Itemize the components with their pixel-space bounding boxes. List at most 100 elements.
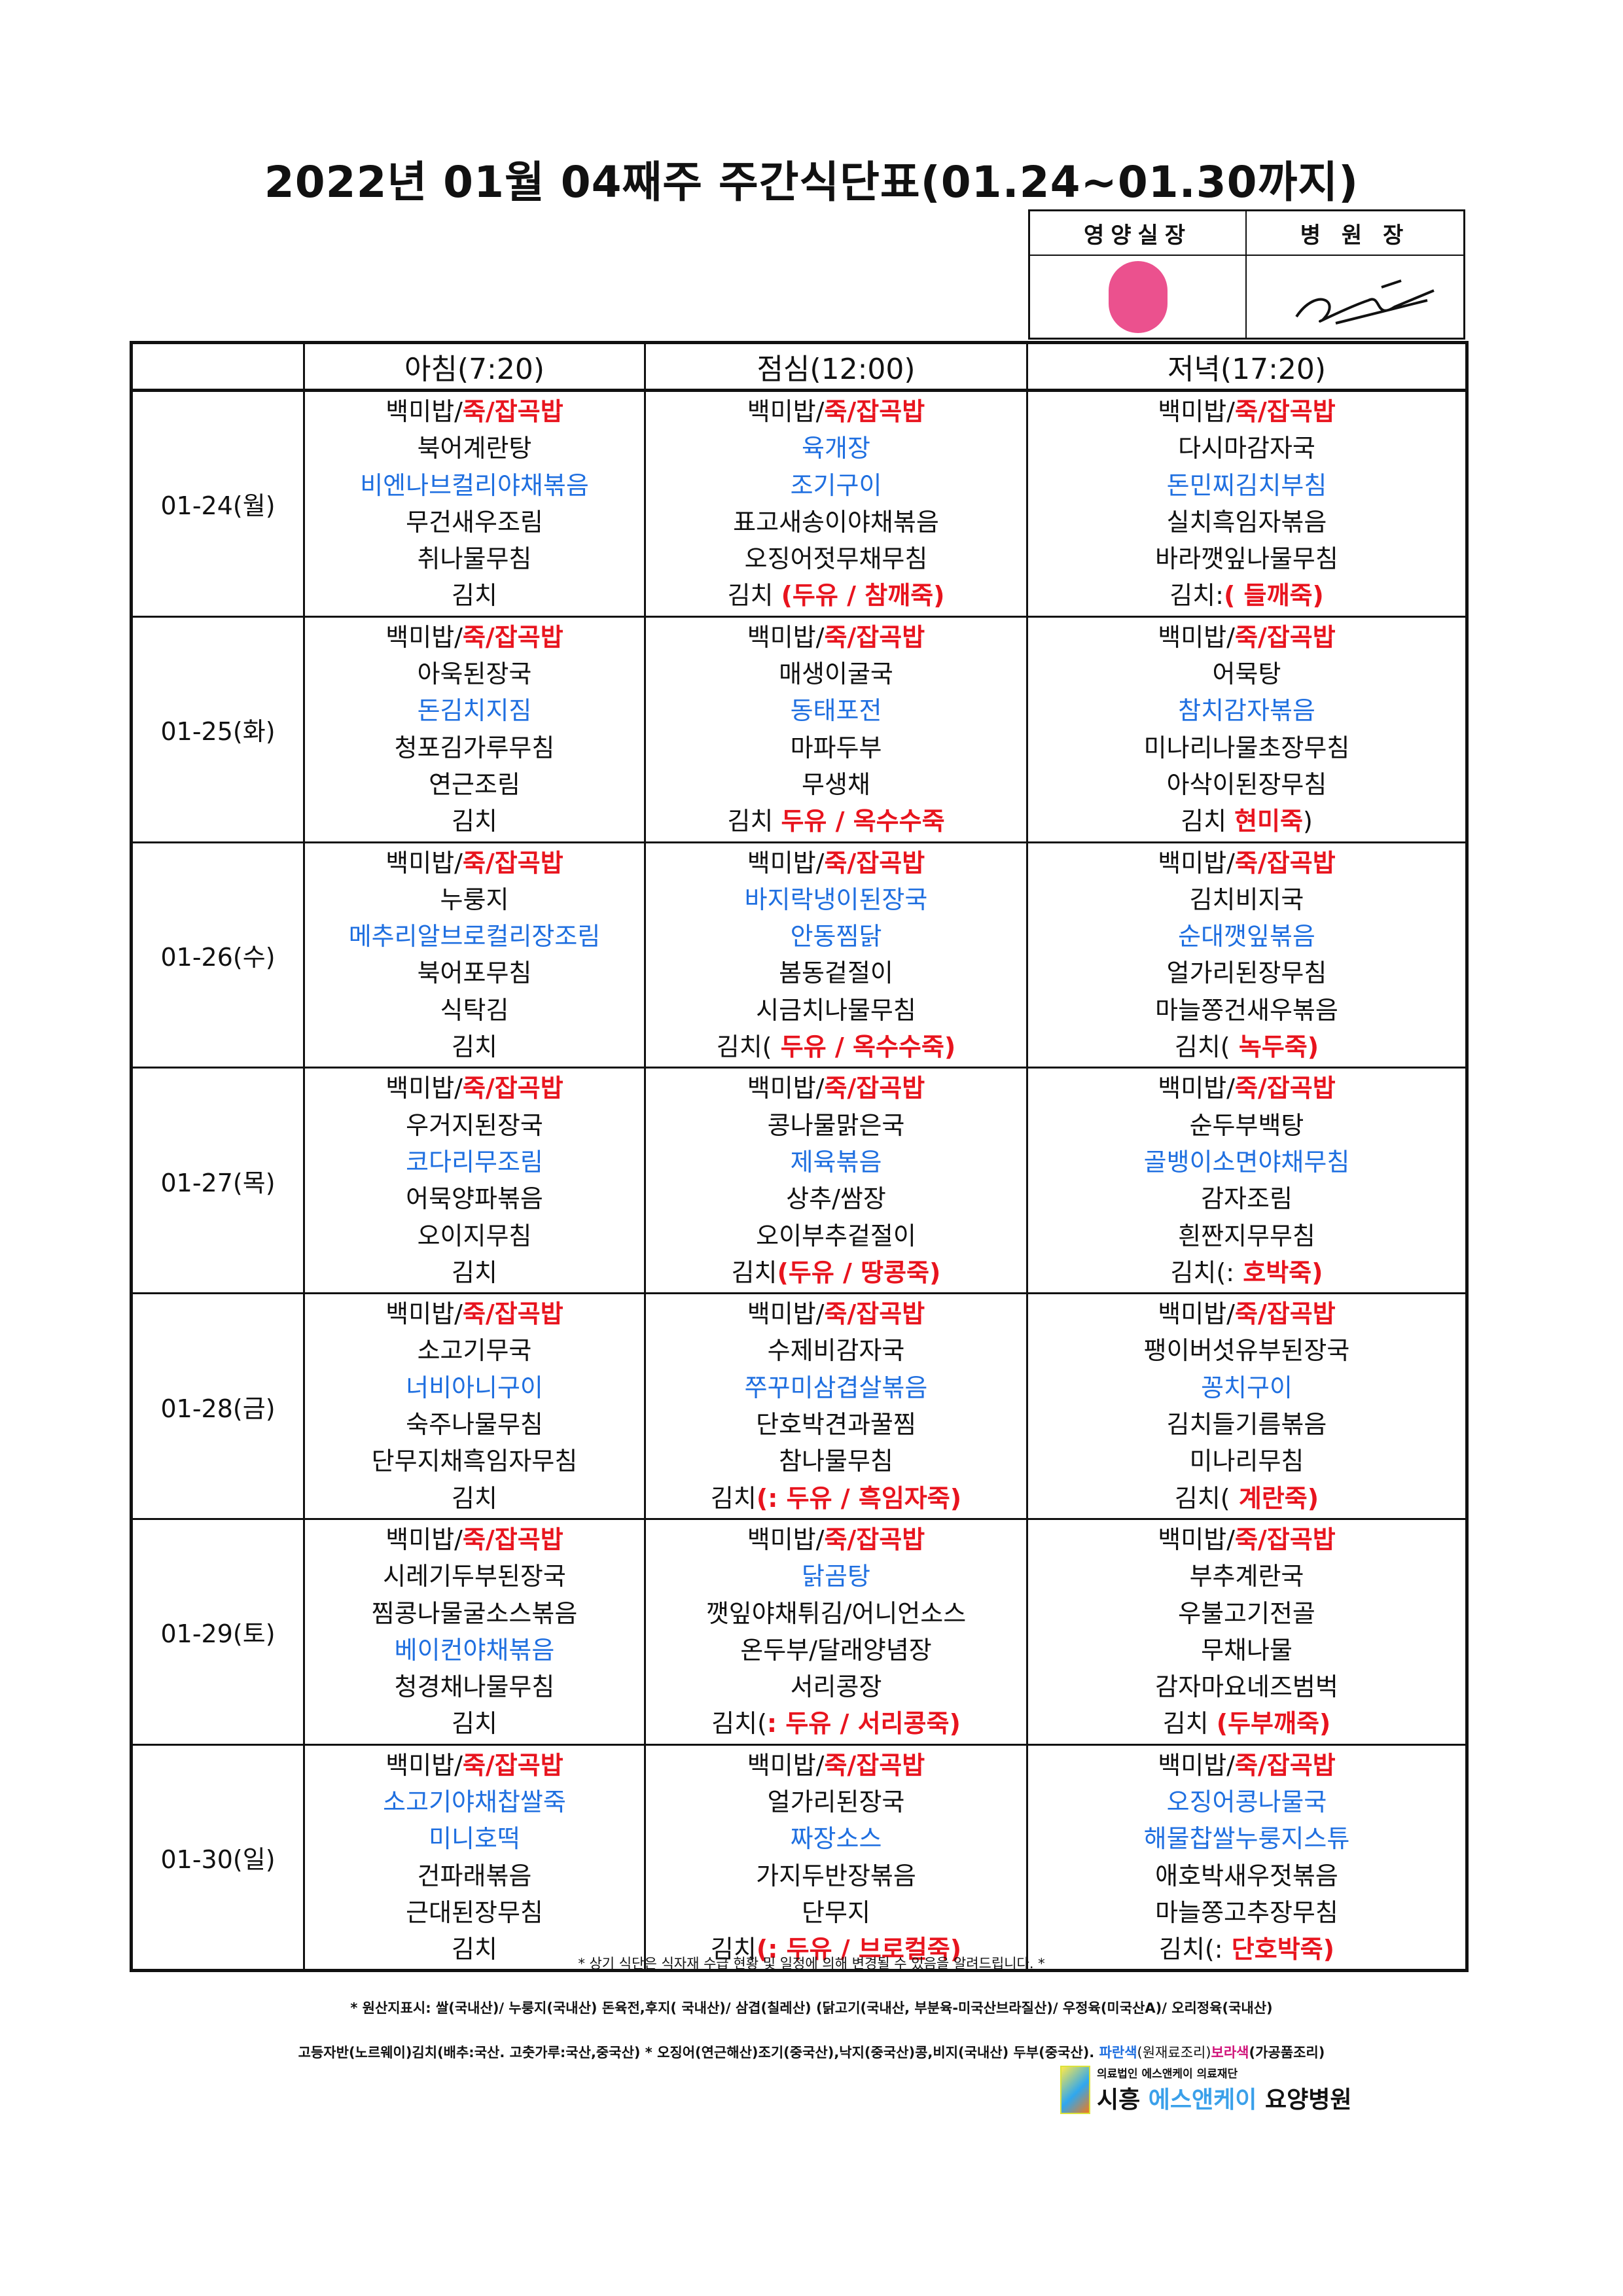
date-cell: 01-29(토) (130, 1517, 305, 1746)
day-row: 01-27(목) 백미밥/죽/잡곡밥 우거지된장국 코다리무조림 어묵양파볶음 오이지무침… (130, 1067, 1468, 1295)
menu-item: 얼가리된장국 (646, 1784, 1026, 1820)
menu-item-text: 연근조림 (429, 769, 520, 799)
signature (1294, 279, 1435, 325)
menu-item: 백미밥/죽/잡곡밥 (646, 393, 1026, 430)
menu-item: 아욱된장국 (305, 656, 644, 692)
menu-item: 마늘쫑고추장무침 (1028, 1894, 1465, 1931)
menu-item-text: 어묵양파볶음 (406, 1184, 543, 1214)
menu-item-text: 미나리무침 (1189, 1447, 1304, 1476)
menu-item-text: (두부깨죽) (1216, 1709, 1331, 1739)
menu-item-text: 백미밥/ (385, 622, 463, 652)
menu-item-text: 애호박새우젓볶음 (1155, 1861, 1338, 1890)
date-cell: 01-25(화) (130, 615, 305, 843)
menu-item-text: 백미밥/ (385, 848, 463, 877)
menu-item-text: 김치들기름볶음 (1166, 1410, 1327, 1439)
menu-item-text: 코다리무조림 (406, 1147, 543, 1176)
menu-item: 참치감자볶음 (1028, 692, 1465, 729)
menu-item-text: 김치 (710, 1483, 757, 1513)
menu-item-text: 꽁치구이 (1201, 1373, 1293, 1402)
menu-item: 백미밥/죽/잡곡밥 (1028, 1070, 1465, 1106)
day-row: 01-29(토) 백미밥/죽/잡곡밥 시레기두부된장국 찜콩나물굴소스볶음 베이컨야채볶… (130, 1517, 1468, 1746)
menu-item-text: 오이부추겉절이 (756, 1221, 916, 1250)
menu-table: 아침(7:20) 점심(12:00) 저녁(17:20) 01-24(월) 백미밥… (130, 341, 1469, 1973)
menu-item: 애호박새우젓볶음 (1028, 1858, 1465, 1894)
menu-item-text: 죽/잡곡밥 (1234, 1299, 1336, 1329)
menu-item: 표고새송이야채볶음 (646, 504, 1026, 540)
menu-item: 제육볶음 (646, 1144, 1026, 1180)
menu-item: 아삭이된장무침 (1028, 766, 1465, 803)
menu-item-text: 너비아니구이 (406, 1373, 543, 1402)
menu-item-text: 죽/잡곡밥 (824, 1074, 925, 1103)
menu-item: 부추계란국 (1028, 1558, 1465, 1595)
menu-item-text: 미니호떡 (429, 1824, 520, 1854)
dinner-cell: 백미밥/죽/잡곡밥 오징어콩나물국 해물찹쌀누룽지스튜 애호박새우젓볶음 마늘쫑고추장무… (1026, 1743, 1468, 1972)
menu-item-text: 김치 (452, 1709, 497, 1739)
menu-item-text: 백미밥/ (747, 1074, 825, 1103)
menu-item-text: ( 들깨죽) (1223, 581, 1324, 610)
menu-item: 백미밥/죽/잡곡밥 (646, 1747, 1026, 1784)
menu-item: 김치(: 두유 / 흑임자죽) (646, 1480, 1026, 1517)
menu-item: 숙주나물무침 (305, 1406, 644, 1443)
menu-item-text: 식탁김 (440, 995, 509, 1025)
legend-blue: 파란색 (1099, 2045, 1137, 2060)
menu-item-text: 백미밥/ (747, 848, 825, 877)
menu-item-text: 죽/잡곡밥 (824, 397, 925, 426)
menu-item: 김치( 녹두죽) (1028, 1029, 1465, 1065)
menu-item-text: 팽이버섯유부된장국 (1143, 1336, 1350, 1366)
dinner-cell: 백미밥/죽/잡곡밥 부추계란국 우불고기전골 무채나물 감자마요네즈범벅 김치 (두부깨죽… (1026, 1517, 1468, 1746)
menu-item-text: 김치(: (1159, 1935, 1223, 1964)
menu-item: 백미밥/죽/잡곡밥 (1028, 845, 1465, 881)
menu-item-text: 베이컨야채볶음 (394, 1635, 555, 1665)
menu-item: 백미밥/죽/잡곡밥 (305, 393, 644, 430)
menu-item-text: 백미밥/ (385, 1299, 463, 1329)
menu-item-text: 청경채나물무침 (394, 1672, 555, 1702)
menu-item: 백미밥/죽/잡곡밥 (305, 619, 644, 656)
menu-item-text: 숙주나물무침 (406, 1410, 543, 1439)
menu-item-text: 청포김가루무침 (394, 733, 555, 762)
menu-item: 쭈꾸미삼겹살볶음 (646, 1369, 1026, 1406)
menu-item: 흰짠지무무침 (1028, 1218, 1465, 1254)
breakfast-cell: 백미밥/죽/잡곡밥 아욱된장국 돈김치지짐 청포김가루무침 연근조림 김치 (303, 615, 646, 843)
menu-item: 서리콩장 (646, 1669, 1026, 1705)
menu-item: 건파래볶음 (305, 1858, 644, 1894)
lunch-cell: 백미밥/죽/잡곡밥 얼가리된장국 짜장소스 가지두반장볶음 단무지 김치(: 두유 / 브… (644, 1743, 1028, 1972)
menu-item: 취나물무침 (305, 540, 644, 577)
menu-item: 소고기무국 (305, 1332, 644, 1369)
menu-item: 감자조림 (1028, 1180, 1465, 1217)
menu-item-text: 김치 (727, 581, 781, 610)
menu-item: 백미밥/죽/잡곡밥 (1028, 619, 1465, 656)
menu-item: 김치(: 두유 / 서리콩죽) (646, 1705, 1026, 1742)
menu-item-text: 쭈꾸미삼겹살볶음 (744, 1373, 928, 1402)
menu-item: 김치(: 호박죽) (1028, 1254, 1465, 1291)
menu-item-text: 김치 (452, 1033, 497, 1062)
menu-item-text: 깻잎야채튀김/어니언소스 (705, 1598, 967, 1628)
menu-item: 가지두반장볶음 (646, 1858, 1026, 1894)
menu-item-text: 순두부백탕 (1189, 1110, 1304, 1140)
menu-item-text: 어묵탕 (1212, 660, 1281, 689)
menu-item: 식탁김 (305, 992, 644, 1029)
menu-item-text: 오징어콩나물국 (1166, 1787, 1327, 1816)
origin-line-2: 고등자반(노르웨이)김치(배추:국산. 고춧가루:국산,중국산) * 오징어(연… (0, 2042, 1623, 2062)
menu-item: 백미밥/죽/잡곡밥 (646, 1521, 1026, 1558)
menu-item-text: 마늘쫑건새우볶음 (1155, 995, 1338, 1025)
hospital-logo: 의료법인 에스앤케이 의료재단 시흥 에스앤케이 요양병원 (1060, 2064, 1351, 2115)
menu-item: 백미밥/죽/잡곡밥 (646, 845, 1026, 881)
menu-item-text: 소고기무국 (417, 1336, 532, 1366)
menu-item: 감자마요네즈범벅 (1028, 1669, 1465, 1705)
menu-item-text: 김치 (452, 1483, 497, 1513)
menu-item-text: 참치감자볶음 (1178, 696, 1315, 726)
menu-item-text: 다시마감자국 (1178, 434, 1315, 463)
menu-item-text: 조기구이 (790, 470, 882, 500)
breakfast-cell: 백미밥/죽/잡곡밥 소고기무국 너비아니구이 숙주나물무침 단무지채흑임자무침 김치 (303, 1292, 646, 1520)
menu-item: 근대된장무침 (305, 1894, 644, 1931)
logo-suffix: 요양병원 (1264, 2087, 1352, 2113)
menu-item-text: 단호박죽) (1222, 1935, 1334, 1964)
menu-item: 상추/쌈장 (646, 1180, 1026, 1217)
menu-item-text: 죽/잡곡밥 (1234, 1750, 1336, 1780)
menu-item-text: 상추/쌈장 (786, 1184, 886, 1214)
menu-item: 해물찹쌀누룽지스튜 (1028, 1820, 1465, 1857)
logo-city: 시흥 (1097, 2087, 1141, 2113)
menu-item-text: 수제비감자국 (767, 1336, 905, 1366)
menu-item: 육개장 (646, 430, 1026, 467)
